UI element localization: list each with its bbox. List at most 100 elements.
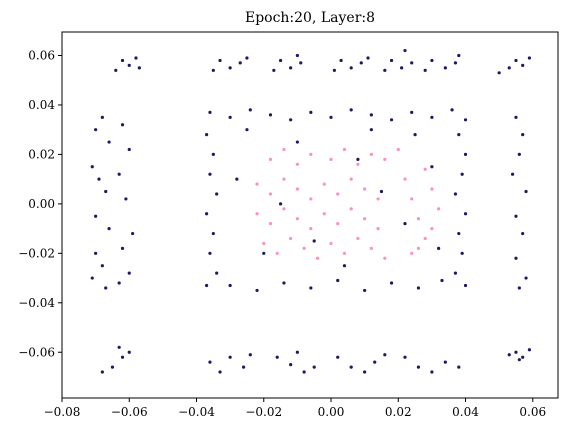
point xyxy=(342,147,347,152)
point xyxy=(309,286,313,290)
point xyxy=(255,288,259,293)
point xyxy=(248,353,252,357)
point xyxy=(245,128,249,132)
point xyxy=(416,286,421,290)
point xyxy=(450,108,454,112)
point xyxy=(309,110,313,114)
point xyxy=(117,281,121,285)
point xyxy=(443,360,447,364)
point xyxy=(463,283,468,288)
point xyxy=(268,113,273,117)
point xyxy=(416,365,421,369)
point xyxy=(389,58,394,63)
point xyxy=(312,239,316,243)
point xyxy=(342,264,347,268)
point xyxy=(457,231,461,236)
point xyxy=(413,133,417,137)
point xyxy=(134,56,138,60)
point xyxy=(423,236,427,241)
point xyxy=(410,251,414,255)
point xyxy=(268,222,273,226)
point xyxy=(275,355,279,359)
point xyxy=(100,115,104,119)
point xyxy=(235,177,239,181)
point xyxy=(241,365,246,369)
point xyxy=(295,53,299,58)
point xyxy=(369,246,373,250)
point xyxy=(94,214,98,218)
point xyxy=(383,157,387,161)
point xyxy=(309,197,313,201)
point xyxy=(376,227,380,231)
point xyxy=(457,365,461,369)
point xyxy=(208,251,212,255)
point xyxy=(208,360,212,364)
point xyxy=(268,192,273,196)
point xyxy=(463,118,468,122)
point xyxy=(322,212,326,216)
point xyxy=(416,246,421,250)
point xyxy=(453,192,458,196)
point xyxy=(460,251,464,255)
point xyxy=(514,214,518,218)
y-tick-label: −0.04 xyxy=(18,296,55,310)
point xyxy=(430,370,434,374)
point xyxy=(356,157,360,161)
point xyxy=(517,358,521,362)
point xyxy=(278,202,283,206)
point xyxy=(336,222,340,226)
point xyxy=(383,353,387,357)
point xyxy=(403,355,407,359)
point xyxy=(245,56,249,60)
point xyxy=(295,162,299,166)
point xyxy=(282,177,286,181)
point xyxy=(376,197,380,201)
point xyxy=(299,61,303,65)
point xyxy=(363,370,367,374)
point xyxy=(430,115,434,119)
point xyxy=(403,222,407,226)
y-tick-label: 0.06 xyxy=(28,48,55,62)
point xyxy=(349,177,353,181)
point xyxy=(510,172,515,176)
point xyxy=(369,152,373,157)
point xyxy=(289,118,293,122)
point xyxy=(295,187,299,191)
point xyxy=(262,241,266,246)
point xyxy=(383,68,387,72)
point xyxy=(497,71,501,75)
point xyxy=(349,365,353,369)
point xyxy=(238,61,242,65)
point xyxy=(302,246,306,250)
point xyxy=(127,63,131,67)
point xyxy=(309,152,313,157)
point xyxy=(114,68,118,72)
point xyxy=(517,152,521,157)
point xyxy=(349,66,353,70)
point xyxy=(124,197,128,201)
point xyxy=(255,182,259,186)
points-layer xyxy=(90,48,532,374)
point xyxy=(463,212,468,216)
point xyxy=(282,147,286,152)
point xyxy=(100,264,104,268)
point xyxy=(514,115,518,119)
point xyxy=(336,355,340,359)
point xyxy=(430,227,434,231)
point xyxy=(373,360,377,364)
point xyxy=(524,189,528,194)
point xyxy=(514,256,518,260)
x-tick-label: −0.08 xyxy=(44,405,81,419)
point xyxy=(117,172,121,176)
point xyxy=(514,58,518,63)
point xyxy=(363,217,367,221)
series-0 xyxy=(90,48,532,374)
point xyxy=(127,147,131,152)
point xyxy=(457,133,461,137)
point xyxy=(104,189,108,194)
point xyxy=(410,61,414,65)
point xyxy=(400,66,404,70)
point xyxy=(369,113,373,117)
y-tick-label: 0.00 xyxy=(28,197,55,211)
